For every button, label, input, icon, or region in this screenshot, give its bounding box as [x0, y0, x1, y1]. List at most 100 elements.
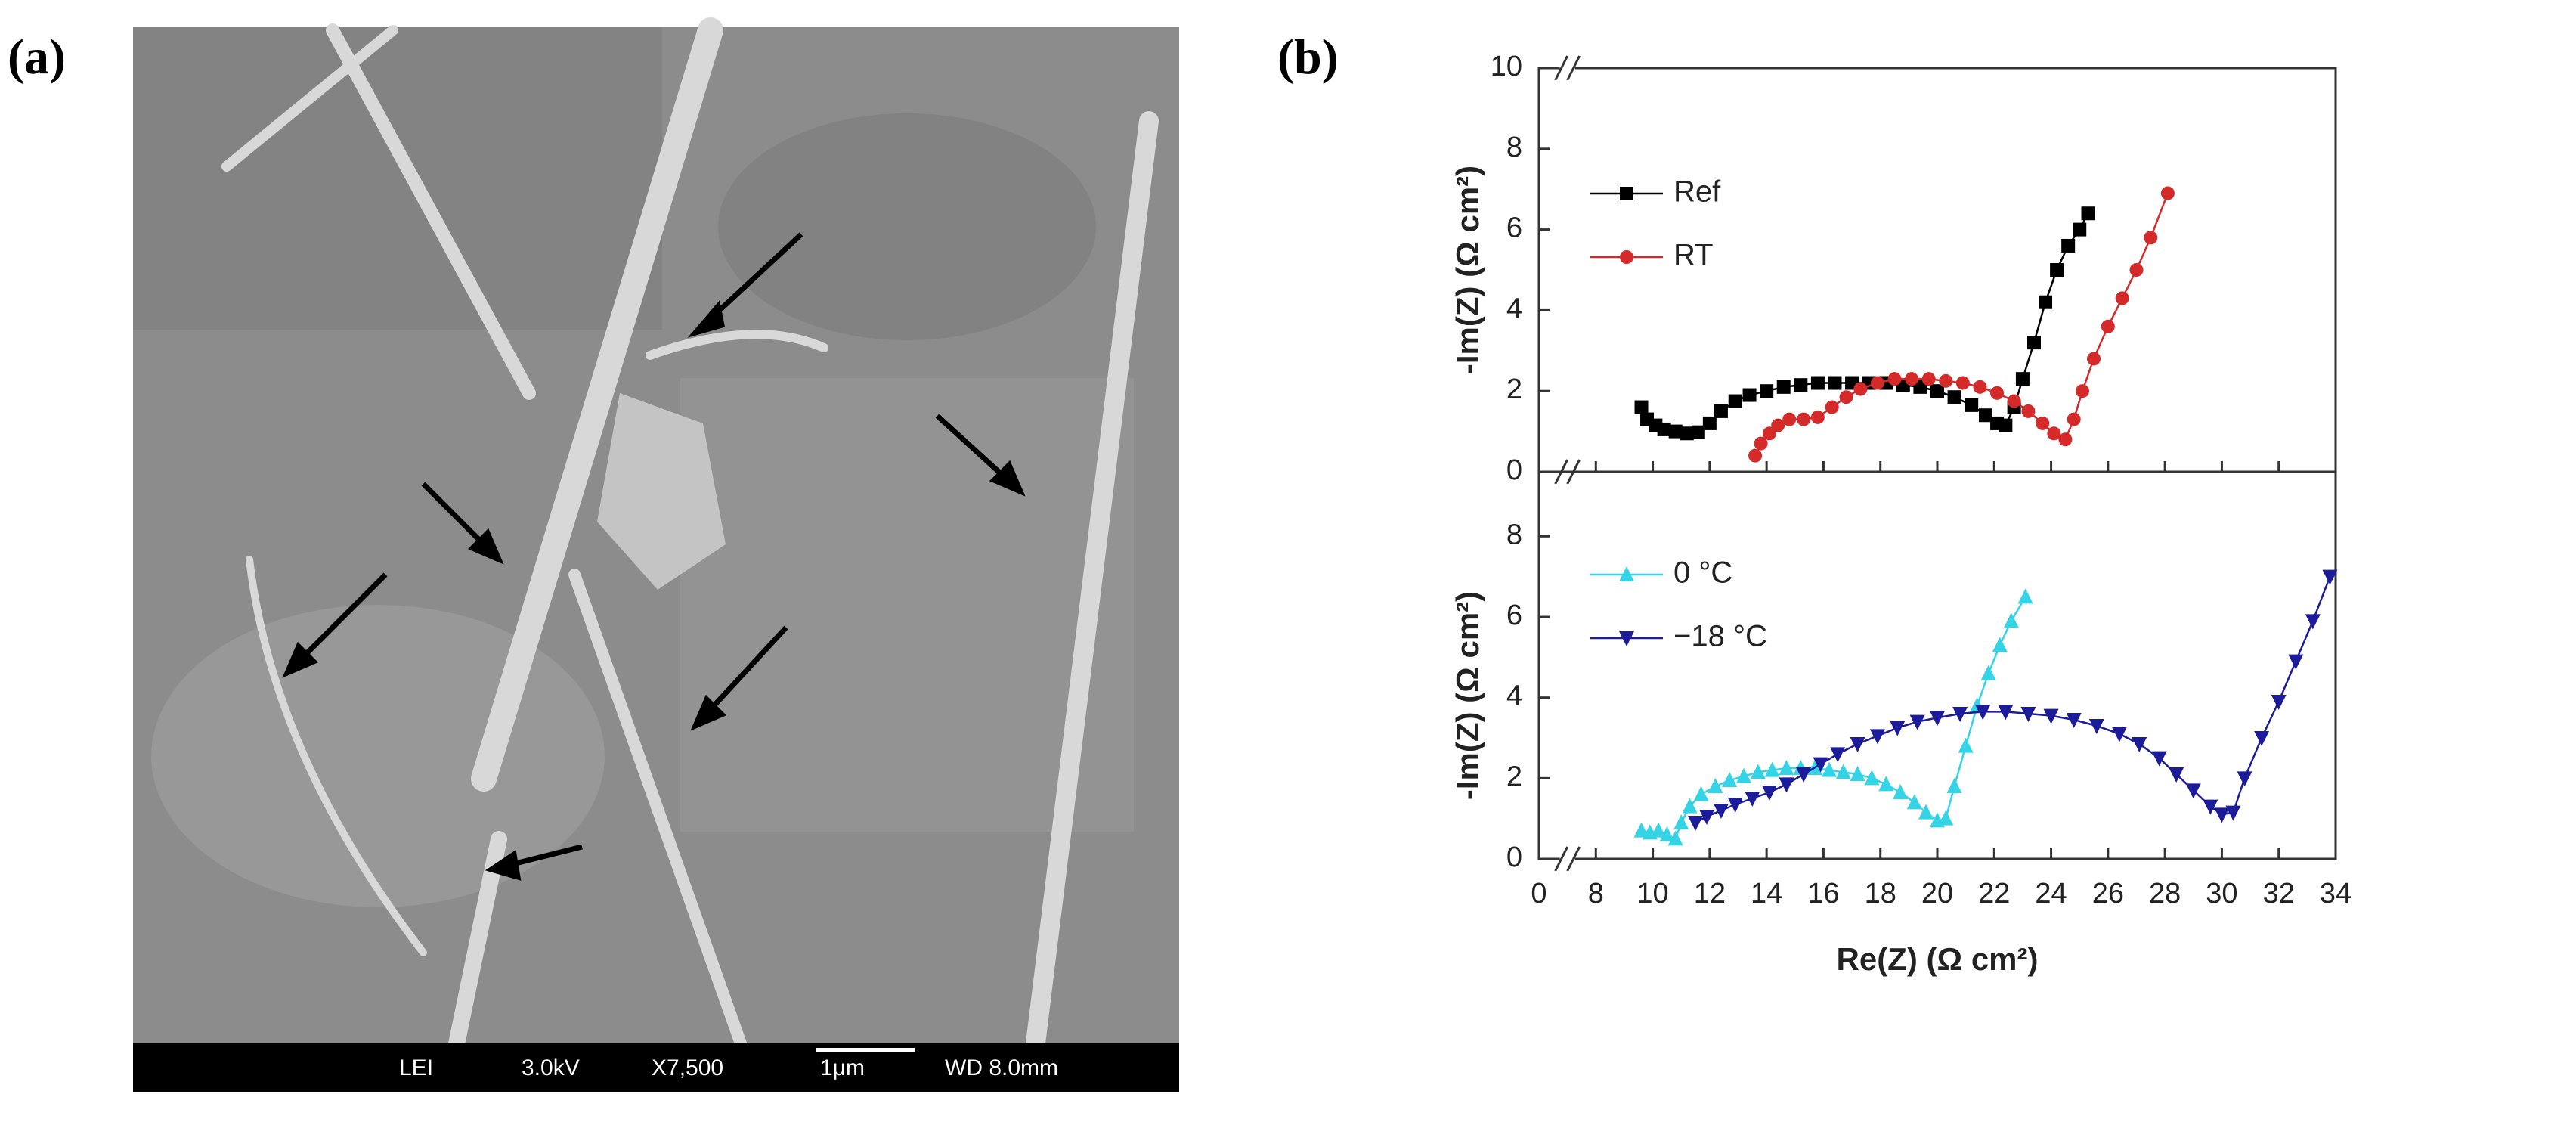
marker	[1850, 766, 1865, 781]
marker	[1973, 380, 1987, 394]
marker	[2203, 799, 2218, 815]
marker	[1835, 764, 1851, 779]
marker	[1620, 250, 1633, 264]
marker	[1946, 778, 1962, 793]
marker	[1680, 426, 1694, 441]
marker	[1905, 372, 1919, 386]
marker	[2015, 372, 2030, 386]
marker	[1764, 761, 1780, 777]
marker	[2254, 731, 2270, 746]
y-axis-label: -Im(Z) (Ω cm²)	[1450, 591, 1485, 800]
marker	[1620, 187, 1633, 200]
marker	[1659, 826, 1675, 841]
marker	[1906, 794, 1922, 810]
x-tick-label: 8	[1588, 878, 1604, 910]
marker	[2081, 206, 2095, 221]
x-tick-label: 10	[1636, 878, 1668, 910]
y-tick-label: 8	[1506, 519, 1522, 550]
legend-label: RT	[1673, 239, 1714, 272]
marker	[1722, 772, 1738, 787]
marker	[1853, 382, 1868, 396]
marker	[1869, 729, 1885, 745]
marker	[2036, 416, 2050, 430]
marker	[1667, 830, 1683, 846]
marker	[1668, 424, 1683, 439]
marker	[1850, 737, 1865, 752]
marker	[2185, 783, 2201, 799]
marker	[2160, 186, 2175, 200]
sem-info: WD 8.0mm	[945, 1055, 1058, 1080]
axis-break	[1559, 65, 1575, 71]
axis-break-stroke	[1566, 55, 1581, 81]
marker	[1702, 416, 1717, 430]
marker	[1999, 418, 2013, 432]
marker	[2169, 767, 2184, 783]
y-tick-label: 6	[1506, 600, 1522, 631]
marker	[2017, 588, 2033, 604]
sem-image	[133, 17, 1179, 1092]
x-tick-label: 12	[1694, 878, 1726, 910]
marker	[1980, 665, 1996, 680]
marker	[1713, 804, 1729, 819]
sem-info: 3.0kV	[522, 1055, 580, 1080]
sem-info: 1μm	[820, 1055, 865, 1080]
marker	[1796, 767, 1812, 783]
marker	[1619, 631, 1634, 646]
x-tick-label: 16	[1807, 878, 1839, 910]
marker	[2007, 394, 2021, 408]
marker	[1998, 705, 2014, 721]
x-tick-label: 18	[1865, 878, 1896, 910]
marker	[1745, 792, 1760, 807]
marker	[1782, 412, 1797, 426]
marker	[2101, 319, 2115, 333]
marker	[1992, 637, 2008, 652]
marker	[1864, 770, 1880, 786]
axis-break	[1559, 856, 1575, 862]
marker	[2132, 737, 2147, 752]
marker	[2075, 384, 2089, 398]
y-tick-label: 0	[1506, 454, 1522, 486]
x-tick-label: 0	[1531, 878, 1547, 910]
marker	[2305, 614, 2321, 630]
y-tick-label: 0	[1506, 841, 1522, 873]
marker	[2066, 713, 2082, 728]
legend-label: Ref	[1673, 175, 1721, 209]
marker	[2144, 231, 2158, 245]
x-tick-label: 24	[2035, 878, 2067, 910]
marker	[1990, 386, 2005, 400]
x-tick-label: 14	[1751, 878, 1782, 910]
marker	[1736, 767, 1752, 783]
legend-label: −18 °C	[1673, 620, 1767, 653]
marker	[1952, 707, 1968, 722]
marker	[1797, 412, 1811, 426]
marker	[1657, 422, 1671, 436]
marker	[2039, 295, 2053, 309]
marker	[2087, 352, 2101, 366]
marker	[1691, 425, 1705, 439]
series-line	[1695, 576, 2331, 824]
y-tick-label: 10	[1491, 51, 1522, 82]
x-axis-label: Re(Z) (Ω cm²)	[1837, 941, 2039, 977]
marker	[2129, 263, 2144, 277]
marker	[1779, 777, 1794, 793]
y-tick-label: 2	[1506, 761, 1522, 792]
marker	[1699, 810, 1715, 825]
axis-break-stroke	[1554, 846, 1568, 872]
marker	[2237, 771, 2252, 787]
marker	[1634, 400, 1649, 414]
y-tick-label: 4	[1506, 680, 1522, 712]
marker	[1728, 394, 1742, 408]
marker	[2111, 727, 2127, 742]
marker	[1930, 711, 1945, 727]
marker	[1682, 798, 1698, 814]
marker	[2322, 569, 2338, 585]
marker	[1776, 380, 1791, 394]
marker	[1821, 761, 1837, 777]
marker	[1947, 390, 1961, 404]
marker	[1810, 410, 1825, 424]
sem-info: X7,500	[652, 1055, 723, 1080]
marker	[1727, 798, 1743, 813]
marker	[1688, 816, 1704, 831]
marker	[2067, 412, 2081, 426]
marker	[2026, 336, 2041, 350]
